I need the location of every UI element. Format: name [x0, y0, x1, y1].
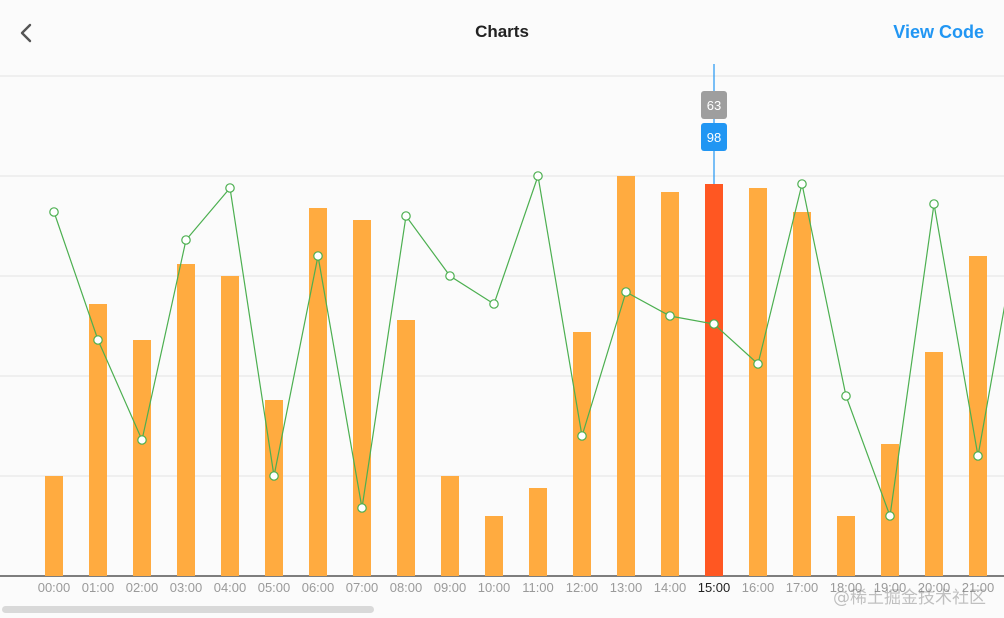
bar-series [45, 176, 987, 576]
chevron-left-icon [20, 23, 32, 43]
bar[interactable] [265, 400, 283, 576]
tooltip-bar-value-bg [701, 123, 727, 151]
bar[interactable] [661, 192, 679, 576]
line-point[interactable] [93, 335, 103, 345]
x-tick-label: 12:00 [566, 580, 599, 595]
line-point[interactable] [665, 311, 675, 321]
bar[interactable] [89, 304, 107, 576]
bar[interactable] [177, 264, 195, 576]
line-point[interactable] [313, 251, 323, 261]
bar[interactable] [397, 320, 415, 576]
tooltip-line-value-bg [701, 91, 727, 119]
bar[interactable] [133, 340, 151, 576]
bar[interactable] [221, 276, 239, 576]
bar[interactable] [485, 516, 503, 576]
x-tick-label: 04:00 [214, 580, 247, 595]
x-tick-label: 16:00 [742, 580, 775, 595]
x-tick-label: 11:00 [522, 580, 554, 595]
bar[interactable] [573, 332, 591, 576]
line-point[interactable] [973, 451, 983, 461]
x-tick-label: 14:00 [654, 580, 687, 595]
line-point[interactable] [929, 199, 939, 209]
line-point[interactable] [621, 287, 631, 297]
tooltip-bar-value: 98 [707, 130, 721, 145]
back-button[interactable] [12, 18, 40, 48]
line-path [53, 175, 1004, 517]
x-tick-label: 03:00 [170, 580, 203, 595]
x-tick-label: 07:00 [346, 580, 379, 595]
bar[interactable] [925, 352, 943, 576]
x-tick-label: 17:00 [786, 580, 819, 595]
x-tick-label: 20:00 [918, 580, 951, 595]
x-axis-labels: 00:00 01:00 02:00 03:00 04:00 05:00 06:00 07:00… [38, 580, 995, 595]
bar[interactable] [749, 188, 767, 576]
x-tick-label: 19:00 [874, 580, 907, 595]
line-point[interactable] [401, 211, 411, 221]
line-point[interactable] [137, 435, 147, 445]
bar[interactable] [881, 444, 899, 576]
line-point[interactable] [885, 511, 895, 521]
line-point[interactable] [709, 319, 719, 329]
bar[interactable] [529, 488, 547, 576]
bar[interactable] [441, 476, 459, 576]
x-tick-label: 21:00 [962, 580, 995, 595]
tooltip-line-value: 63 [707, 98, 721, 113]
x-tick-label: 06:00 [302, 580, 335, 595]
line-point[interactable] [225, 183, 235, 193]
line-point[interactable] [269, 471, 279, 481]
line-series [49, 171, 1004, 521]
view-code-button[interactable]: View Code [893, 22, 984, 42]
bar[interactable] [837, 516, 855, 576]
bar[interactable] [45, 476, 63, 576]
line-point[interactable] [577, 431, 587, 441]
line-point[interactable] [357, 503, 367, 513]
line-point[interactable] [445, 271, 455, 281]
line-point[interactable] [489, 299, 499, 309]
x-tick-label: 09:00 [434, 580, 467, 595]
line-point[interactable] [181, 235, 191, 245]
line-point[interactable] [49, 207, 59, 217]
bar[interactable] [309, 208, 327, 576]
x-tick-label: 18:00 [830, 580, 863, 595]
x-tick-label: 08:00 [390, 580, 423, 595]
x-tick-label: 15:00 [698, 580, 731, 595]
page-title: Charts [475, 22, 529, 41]
line-point[interactable] [753, 359, 763, 369]
navbar: Charts View Code [0, 0, 1004, 66]
tooltip: 63 98 [701, 91, 727, 151]
bar[interactable] [969, 256, 987, 576]
x-tick-label: 00:00 [38, 580, 71, 595]
x-tick-label: 10:00 [478, 580, 511, 595]
x-tick-label: 02:00 [126, 580, 159, 595]
bar[interactable] [353, 220, 371, 576]
bar-selected[interactable] [705, 184, 723, 576]
x-tick-label: 05:00 [258, 580, 291, 595]
line-point[interactable] [533, 171, 543, 181]
watermark: @稀土掘金技术社区 [833, 588, 986, 608]
bar[interactable] [793, 212, 811, 576]
line-point[interactable] [841, 391, 851, 401]
x-tick-label: 13:00 [610, 580, 643, 595]
scrollbar-thumb[interactable] [2, 606, 374, 613]
x-tick-label: 01:00 [82, 580, 115, 595]
horizontal-scrollbar[interactable] [0, 606, 1004, 614]
line-point[interactable] [797, 179, 807, 189]
bar[interactable] [617, 176, 635, 576]
